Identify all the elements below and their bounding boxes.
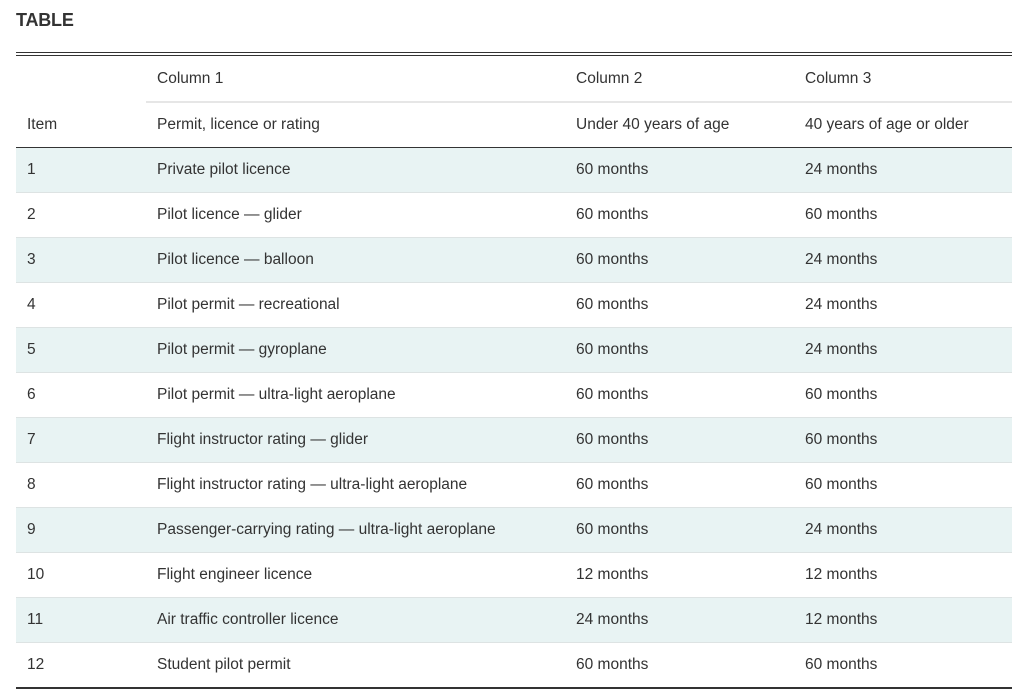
cell-item: 3 [16, 237, 146, 283]
cell-permit: Private pilot licence [146, 147, 565, 193]
cell-40-or-older: 24 months [794, 327, 1012, 373]
cell-40-or-older: 60 months [794, 462, 1012, 508]
cell-permit: Air traffic controller licence [146, 597, 565, 643]
cell-under-40: 60 months [565, 462, 794, 508]
cell-permit: Passenger-carrying rating — ultra-light … [146, 507, 565, 553]
validity-period-table: Column 1 Column 2 Column 3 Item Permit, … [16, 52, 1012, 689]
table-row: 2 Pilot licence — glider 60 months 60 month… [16, 192, 1012, 238]
cell-40-or-older: 24 months [794, 237, 1012, 283]
cell-permit: Pilot licence — balloon [146, 237, 565, 283]
cell-item: 5 [16, 327, 146, 373]
header-40-or-older: 40 years of age or older [794, 102, 1012, 148]
cell-item: 7 [16, 417, 146, 463]
cell-under-40: 60 months [565, 507, 794, 553]
table-body: 1 Private pilot licence 60 months 24 months… [16, 147, 1012, 689]
cell-under-40: 60 months [565, 372, 794, 418]
table-row: 11 Air traffic controller licence 24 month… [16, 597, 1012, 643]
cell-40-or-older: 60 months [794, 417, 1012, 463]
cell-under-40: 60 months [565, 282, 794, 328]
table-row: 10 Flight engineer licence 12 months 12 mon… [16, 552, 1012, 598]
cell-40-or-older: 12 months [794, 597, 1012, 643]
table-row: 1 Private pilot licence 60 months 24 months [16, 147, 1012, 193]
cell-item: 11 [16, 597, 146, 643]
table-row: 6 Pilot permit — ultra-light aeroplane 60 … [16, 372, 1012, 418]
cell-40-or-older: 24 months [794, 282, 1012, 328]
cell-permit: Flight instructor rating — glider [146, 417, 565, 463]
cell-40-or-older: 60 months [794, 192, 1012, 238]
column-label-row: Column 1 Column 2 Column 3 [16, 54, 1012, 103]
cell-permit: Flight engineer licence [146, 552, 565, 598]
cell-40-or-older: 12 months [794, 552, 1012, 598]
table-row: 12 Student pilot permit 60 months 60 months [16, 643, 1012, 689]
column-label-1: Column 1 [146, 54, 565, 103]
cell-permit: Pilot permit — ultra-light aeroplane [146, 372, 565, 418]
cell-item: 2 [16, 192, 146, 238]
cell-item: 10 [16, 552, 146, 598]
cell-40-or-older: 24 months [794, 147, 1012, 193]
cell-item: 12 [27, 656, 45, 673]
cell-40-or-older: 60 months [794, 372, 1012, 418]
cell-under-40: 24 months [565, 597, 794, 643]
table-row: 8 Flight instructor rating — ultra-light … [16, 462, 1012, 508]
cell-item: 8 [16, 462, 146, 508]
table-row: 7 Flight instructor rating — glider 60 mon… [16, 417, 1012, 463]
table-row: 3 Pilot licence — balloon 60 months 24 mont… [16, 237, 1012, 283]
table-row: 4 Pilot permit — recreational 60 months 24 … [16, 282, 1012, 328]
cell-under-40: 60 months [565, 417, 794, 463]
cell-40-or-older: 60 months [805, 656, 878, 673]
column-label-3: Column 3 [794, 54, 1012, 103]
table-title: TABLE [16, 10, 74, 30]
table-row: 5 Pilot permit — gyroplane 60 months 24 mon… [16, 327, 1012, 373]
cell-under-40: 60 months [565, 147, 794, 193]
header-row: Item Permit, licence or rating Under 40 … [16, 102, 1012, 148]
cell-under-40: 60 months [565, 237, 794, 283]
cell-permit: Student pilot permit [157, 656, 291, 673]
cell-40-or-older: 24 months [794, 507, 1012, 553]
cell-permit: Pilot licence — glider [146, 192, 565, 238]
header-item: Item [16, 102, 146, 148]
cell-under-40: 60 months [565, 192, 794, 238]
column-label-empty [16, 54, 146, 102]
cell-permit: Pilot permit — recreational [146, 282, 565, 328]
table-row: 9 Passenger-carrying rating — ultra-light… [16, 507, 1012, 553]
cell-item: 6 [16, 372, 146, 418]
cell-under-40: 12 months [565, 552, 794, 598]
cell-under-40: 60 months [576, 656, 649, 673]
cell-item: 1 [16, 147, 146, 193]
cell-item: 9 [16, 507, 146, 553]
cell-item: 4 [16, 282, 146, 328]
cell-permit: Flight instructor rating — ultra-light a… [146, 462, 565, 508]
header-under-40: Under 40 years of age [565, 102, 794, 148]
cell-under-40: 60 months [565, 327, 794, 373]
column-label-2: Column 2 [565, 54, 794, 103]
header-permit: Permit, licence or rating [146, 102, 565, 148]
cell-permit: Pilot permit — gyroplane [146, 327, 565, 373]
